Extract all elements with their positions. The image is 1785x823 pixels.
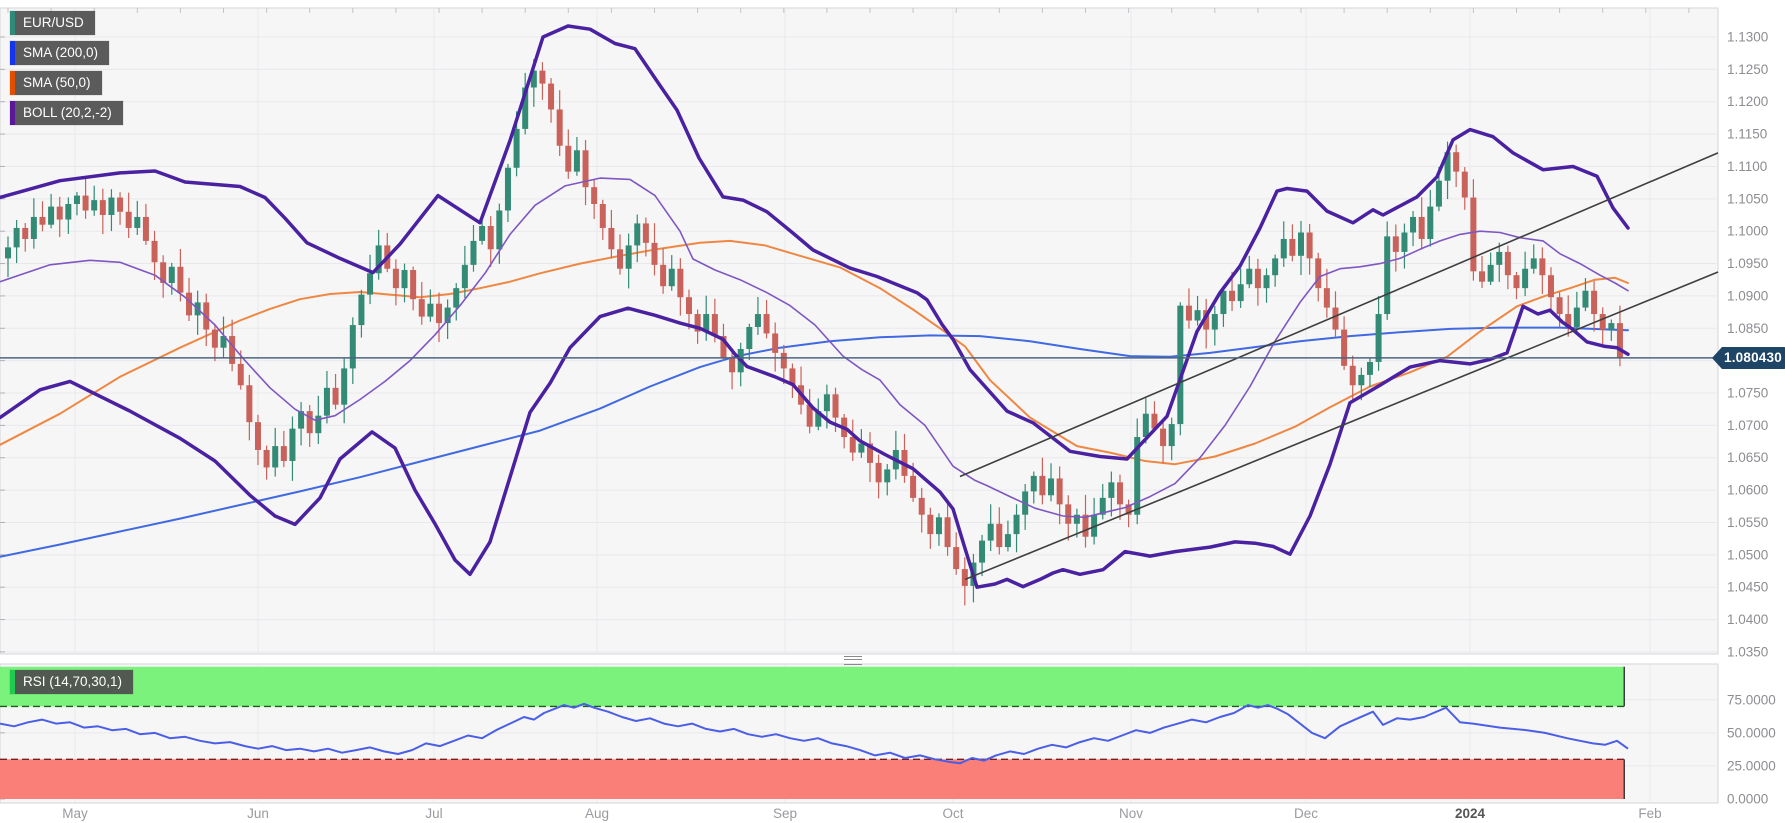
price-tick-label: 1.1300	[1727, 30, 1768, 45]
price-tick-label: 1.0900	[1727, 288, 1768, 303]
legend-item-rsi[interactable]: RSI (14,70,30,1)	[10, 670, 134, 694]
boll-color-bar	[10, 101, 15, 125]
price-tick-label: 1.0500	[1727, 547, 1768, 562]
rsi-color-bar	[10, 670, 15, 694]
trendline	[959, 152, 1719, 478]
last-price-badge: 1.080430	[1712, 347, 1785, 369]
price-tick-label: 1.0750	[1727, 386, 1768, 401]
rsi-label: RSI (14,70,30,1)	[23, 674, 123, 689]
panel-resize-handle-icon[interactable]	[844, 656, 862, 665]
month-label: May	[62, 806, 88, 821]
price-tick-label: 1.1150	[1727, 127, 1767, 142]
rsi-tick-label: 25.0000	[1727, 758, 1776, 773]
month-label: Sep	[773, 806, 797, 821]
price-tick-label: 1.0600	[1727, 483, 1768, 498]
trendline	[964, 271, 1719, 581]
price-tick-label: 1.0550	[1727, 515, 1768, 530]
time-axis[interactable]	[0, 803, 1785, 823]
legend-item-boll[interactable]: BOLL (20,2,-2)	[10, 101, 123, 125]
sma200-label: SMA (200,0)	[23, 45, 99, 60]
instrument-label: EUR/USD	[23, 15, 84, 30]
month-label: Jul	[425, 806, 442, 821]
legend-item-sma200[interactable]: SMA (200,0)	[10, 41, 110, 65]
sma50-label: SMA (50,0)	[23, 75, 91, 90]
price-tick-label: 1.0400	[1727, 612, 1768, 627]
candlestick-series	[5, 59, 1623, 606]
rsi-tick-label: 0.0000	[1727, 792, 1768, 807]
legend-item-eurusd[interactable]: EUR/USD	[10, 11, 95, 35]
price-tick-label: 1.1200	[1727, 94, 1768, 109]
month-label: Jun	[247, 806, 269, 821]
month-label: Oct	[942, 806, 963, 821]
month-label: 2024	[1455, 806, 1486, 821]
price-badge-value: 1.080430	[1722, 347, 1785, 369]
legend-item-sma50[interactable]: SMA (50,0)	[10, 71, 102, 95]
rsi-tick-label: 50.0000	[1727, 725, 1776, 740]
month-label: Nov	[1119, 806, 1143, 821]
sma200-color-bar	[10, 41, 15, 65]
instrument-color-bar	[10, 11, 15, 35]
price-tick-label: 1.1050	[1727, 191, 1768, 206]
price-tick-label: 1.0700	[1727, 418, 1768, 433]
rsi-oversold-band	[0, 759, 1625, 799]
price-badge-arrow-icon	[1712, 347, 1722, 369]
month-label: Feb	[1638, 806, 1661, 821]
price-axis[interactable]	[1718, 0, 1785, 803]
rsi-tick-label: 75.0000	[1727, 692, 1776, 707]
month-label: Dec	[1294, 806, 1318, 821]
price-tick-label: 1.1100	[1727, 159, 1767, 174]
month-label: Aug	[585, 806, 609, 821]
price-tick-label: 1.1250	[1727, 62, 1768, 77]
rsi-line	[0, 702, 1629, 765]
legend-main: EUR/USD SMA (200,0) SMA (50,0) BOLL (20,…	[10, 11, 123, 125]
sma50-color-bar	[10, 71, 15, 95]
boll-label: BOLL (20,2,-2)	[23, 105, 112, 120]
price-tick-label: 1.0450	[1727, 580, 1768, 595]
price-tick-label: 1.0950	[1727, 256, 1768, 271]
price-tick-label: 1.0350	[1727, 644, 1768, 659]
legend-rsi: RSI (14,70,30,1)	[10, 670, 134, 694]
price-tick-label: 1.0850	[1727, 321, 1768, 336]
rsi-overbought-band	[0, 666, 1625, 707]
price-tick-label: 1.0650	[1727, 450, 1768, 465]
price-tick-label: 1.1000	[1727, 224, 1768, 239]
